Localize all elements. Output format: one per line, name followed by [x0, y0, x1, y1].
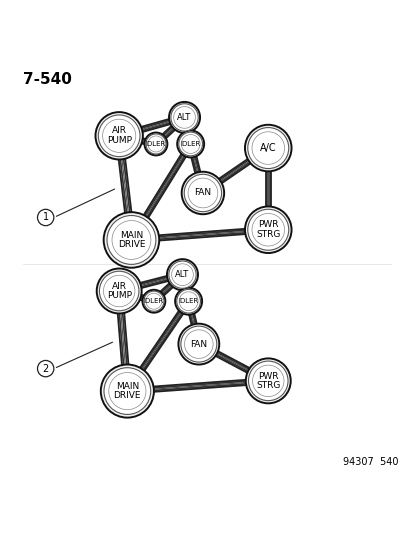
Text: A/C: A/C [259, 143, 276, 153]
Circle shape [169, 102, 199, 133]
Polygon shape [118, 288, 154, 304]
Circle shape [142, 290, 165, 313]
Polygon shape [125, 300, 190, 393]
Circle shape [100, 365, 154, 418]
Circle shape [176, 289, 200, 313]
Polygon shape [265, 148, 270, 230]
Polygon shape [154, 116, 186, 146]
Polygon shape [116, 135, 134, 240]
Polygon shape [116, 290, 130, 391]
Text: PWR
STRG: PWR STRG [256, 220, 280, 239]
Circle shape [169, 261, 196, 288]
Text: ALT: ALT [177, 113, 191, 122]
Circle shape [244, 206, 291, 253]
Polygon shape [118, 272, 183, 294]
Polygon shape [127, 378, 268, 394]
Circle shape [103, 212, 159, 268]
Circle shape [177, 131, 204, 157]
Text: 1: 1 [43, 213, 49, 222]
Circle shape [104, 368, 150, 415]
Polygon shape [129, 142, 192, 241]
Polygon shape [201, 146, 269, 195]
Circle shape [145, 134, 166, 154]
Text: ALT: ALT [175, 270, 189, 279]
Text: FAN: FAN [190, 340, 207, 349]
Circle shape [184, 174, 221, 212]
Text: PWR
STRG: PWR STRG [256, 372, 280, 390]
Circle shape [143, 291, 164, 311]
Circle shape [97, 269, 141, 313]
Circle shape [181, 172, 223, 214]
Circle shape [180, 326, 216, 362]
Text: FAN: FAN [194, 189, 211, 198]
Circle shape [144, 133, 167, 156]
Polygon shape [188, 143, 205, 193]
Text: AIR
PUMP: AIR PUMP [107, 126, 131, 145]
Text: IDLER: IDLER [145, 141, 166, 147]
Text: MAIN
DRIVE: MAIN DRIVE [113, 382, 141, 400]
Circle shape [247, 209, 288, 250]
Circle shape [178, 324, 219, 365]
Text: 2: 2 [43, 364, 49, 374]
Text: 94307  540: 94307 540 [343, 457, 398, 467]
Polygon shape [185, 301, 201, 345]
Text: IDLER: IDLER [180, 141, 200, 147]
Circle shape [244, 125, 291, 171]
Circle shape [248, 361, 287, 401]
Polygon shape [118, 115, 185, 139]
Polygon shape [131, 227, 268, 243]
Circle shape [166, 259, 197, 290]
Circle shape [245, 358, 290, 403]
Polygon shape [152, 273, 184, 303]
Text: IDLER: IDLER [143, 298, 164, 304]
Circle shape [107, 215, 156, 264]
Circle shape [95, 112, 142, 159]
Text: IDLER: IDLER [178, 298, 198, 304]
Text: MAIN
DRIVE: MAIN DRIVE [117, 231, 145, 249]
Circle shape [99, 271, 139, 311]
Polygon shape [197, 342, 269, 383]
Text: AIR
PUMP: AIR PUMP [107, 281, 131, 301]
Circle shape [98, 115, 140, 157]
Polygon shape [118, 133, 156, 147]
Circle shape [247, 127, 288, 168]
Text: 7-540: 7-540 [23, 72, 72, 87]
Circle shape [178, 132, 202, 156]
Circle shape [175, 288, 202, 314]
Circle shape [171, 104, 198, 131]
